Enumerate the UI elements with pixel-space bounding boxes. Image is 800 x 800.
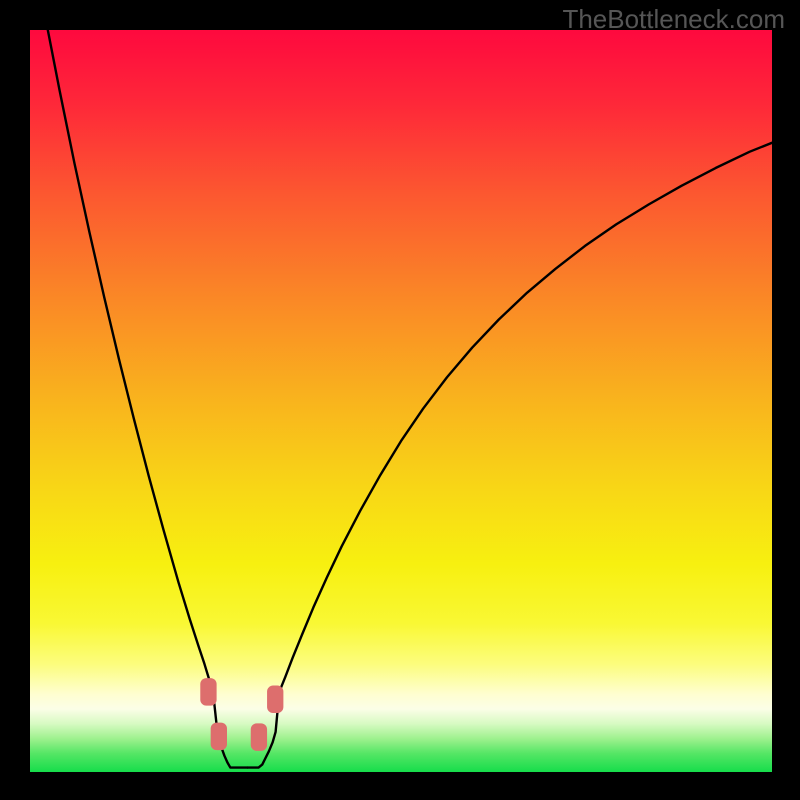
curve-left: [48, 30, 248, 768]
chart-svg: [0, 0, 800, 800]
marker-point: [211, 723, 227, 750]
curve-right: [247, 143, 772, 768]
marker-point: [251, 723, 267, 750]
watermark-text: TheBottleneck.com: [562, 4, 785, 35]
stage: TheBottleneck.com: [0, 0, 800, 800]
marker-point: [267, 686, 283, 713]
marker-point: [200, 678, 216, 705]
